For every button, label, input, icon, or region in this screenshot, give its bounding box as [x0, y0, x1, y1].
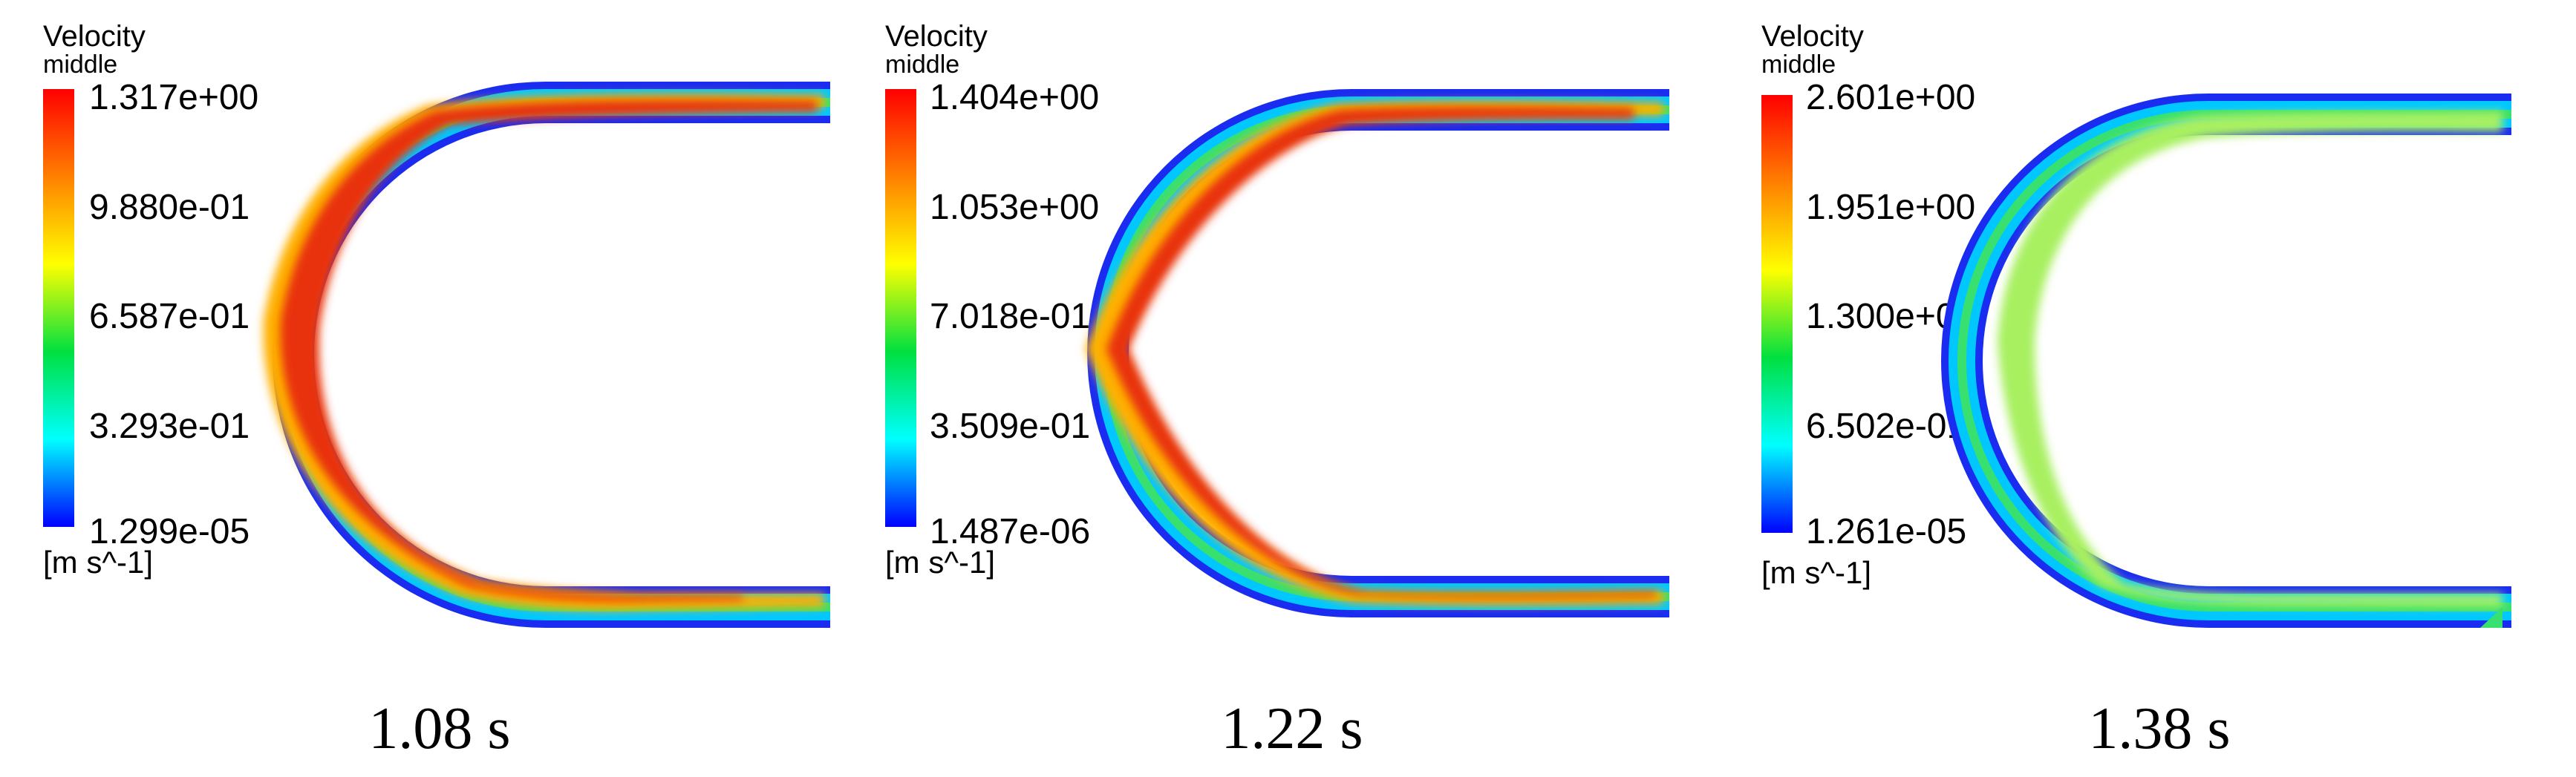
color-legend-2: Velocity middle 1.404e+00 1.053e+00 7.01… [885, 20, 1099, 580]
tick-label: 3.509e-01 [930, 407, 1090, 446]
tick-label: 9.880e-01 [89, 188, 250, 227]
time-label: 1.08 s [368, 696, 510, 761]
flow-region [1957, 110, 2511, 612]
legend-unit: [m s^-1] [885, 545, 995, 580]
velocity-contour-plot-1 [263, 82, 830, 628]
core-jet [1998, 111, 2502, 607]
velocity-contour-plot-3 [1941, 94, 2511, 628]
time-label: 1.38 s [2088, 696, 2230, 761]
panel-2: Velocity middle 1.404e+00 1.053e+00 7.01… [885, 20, 1669, 761]
tick-label: 6.587e-01 [89, 297, 250, 336]
color-legend-1: Velocity middle 1.317e+00 9.880e-01 6.58… [43, 20, 258, 580]
outlet-edge [2480, 607, 2502, 628]
legend-unit: [m s^-1] [43, 545, 153, 580]
panel-1: Velocity middle 1.317e+00 9.880e-01 6.58… [43, 20, 830, 761]
color-legend-3: Velocity middle 2.601e+00 1.951e+00 1.30… [1761, 20, 1975, 590]
colorbar [885, 89, 916, 527]
colorbar [43, 89, 74, 527]
tick-label: 7.018e-01 [930, 297, 1090, 336]
tick-label: 2.601e+00 [1806, 78, 1975, 117]
legend-title: Velocity [885, 20, 988, 53]
velocity-contour-plot-2 [1086, 89, 1669, 617]
tick-label: 1.261e-05 [1806, 512, 1966, 551]
legend-unit: [m s^-1] [1761, 555, 1871, 590]
time-label: 1.22 s [1221, 696, 1363, 761]
legend-subtitle: middle [885, 50, 959, 79]
legend-subtitle: middle [1761, 50, 1836, 79]
tick-label: 1.404e+00 [930, 78, 1099, 117]
tick-label: 1.487e-06 [930, 512, 1090, 551]
tick-label: 1.317e+00 [89, 78, 258, 117]
tick-label: 6.502e-01 [1806, 407, 1966, 446]
tick-label: 1.053e+00 [930, 188, 1099, 227]
legend-title: Velocity [1761, 20, 1864, 53]
panel-3: Velocity middle 2.601e+00 1.951e+00 1.30… [1761, 20, 2511, 761]
legend-title: Velocity [43, 20, 146, 53]
legend-subtitle: middle [43, 50, 117, 79]
tick-label: 1.299e-05 [89, 512, 250, 551]
tick-label: 1.951e+00 [1806, 188, 1975, 227]
tick-label: 3.293e-01 [89, 407, 250, 446]
colorbar [1761, 95, 1793, 533]
